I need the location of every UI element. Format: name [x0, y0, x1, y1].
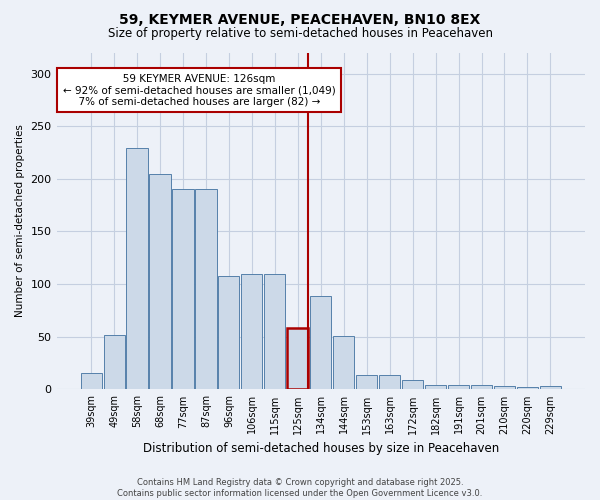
- Bar: [149, 174, 170, 390]
- Bar: [241, 274, 262, 390]
- Bar: [425, 385, 446, 390]
- Bar: [333, 336, 354, 390]
- X-axis label: Distribution of semi-detached houses by size in Peacehaven: Distribution of semi-detached houses by …: [143, 442, 499, 455]
- Bar: [402, 380, 423, 390]
- Text: 59 KEYMER AVENUE: 126sqm   
← 92% of semi-detached houses are smaller (1,049)
  : 59 KEYMER AVENUE: 126sqm ← 92% of semi-d…: [62, 74, 335, 107]
- Bar: [172, 190, 194, 390]
- Bar: [196, 190, 217, 390]
- Bar: [356, 374, 377, 390]
- Text: 59, KEYMER AVENUE, PEACEHAVEN, BN10 8EX: 59, KEYMER AVENUE, PEACEHAVEN, BN10 8EX: [119, 12, 481, 26]
- Y-axis label: Number of semi-detached properties: Number of semi-detached properties: [15, 124, 25, 318]
- Text: Contains HM Land Registry data © Crown copyright and database right 2025.
Contai: Contains HM Land Registry data © Crown c…: [118, 478, 482, 498]
- Bar: [127, 148, 148, 390]
- Bar: [494, 386, 515, 390]
- Bar: [80, 372, 101, 390]
- Bar: [218, 276, 239, 390]
- Bar: [471, 385, 492, 390]
- Text: Size of property relative to semi-detached houses in Peacehaven: Size of property relative to semi-detach…: [107, 28, 493, 40]
- Bar: [104, 334, 125, 390]
- Bar: [287, 328, 308, 390]
- Bar: [379, 374, 400, 390]
- Bar: [448, 385, 469, 390]
- Bar: [264, 274, 286, 390]
- Bar: [310, 296, 331, 390]
- Bar: [517, 388, 538, 390]
- Bar: [540, 386, 561, 390]
